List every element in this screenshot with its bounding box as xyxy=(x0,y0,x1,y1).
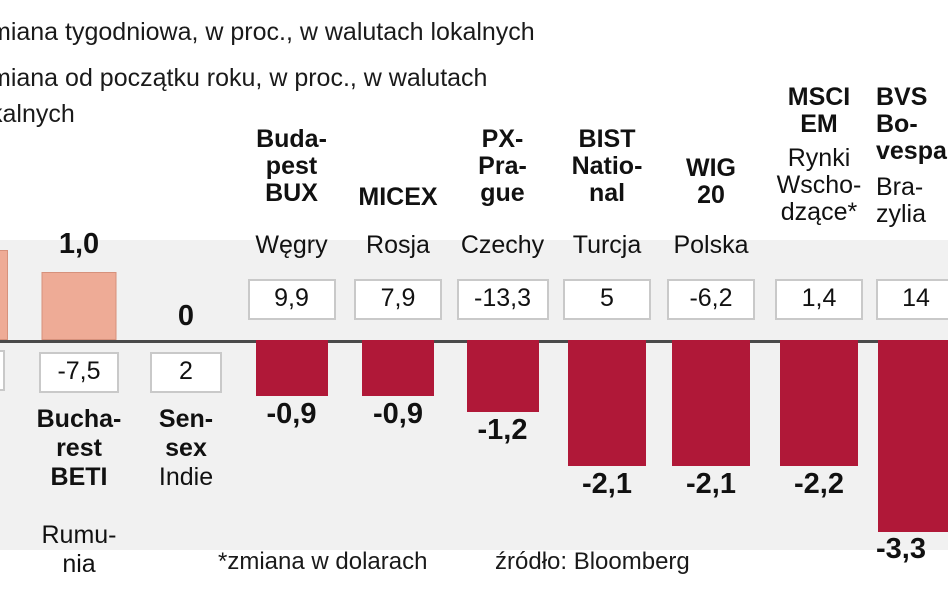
country-sensex: Indie xyxy=(158,463,214,491)
chart-column-bucharest: 1,0 -7,5 Bucha- rest BETI Rumu- nia xyxy=(23,0,135,593)
label-sensex-1: Sen- xyxy=(158,405,214,433)
label-bvsp: BVS Bo- vespa xyxy=(876,84,948,165)
weekly-value-bux: -0,9 xyxy=(266,398,317,430)
ytd-box-wig20: -6,2 xyxy=(667,279,755,320)
country-px: Czechy xyxy=(460,231,545,259)
label-msci-em-2: EM xyxy=(800,110,838,138)
label-px-3: gue xyxy=(480,179,525,207)
label-bucharest-2: rest xyxy=(56,434,102,462)
legend-line-weekly: miana tygodniowa, w proc., w walutach lo… xyxy=(0,18,535,46)
label-wig20-1: WIG xyxy=(686,154,736,182)
ytd-box-msci-em: 1,4 xyxy=(775,279,863,320)
label-sensex-2: sex xyxy=(165,434,207,462)
label-msci-em-1: MSCI xyxy=(787,83,851,111)
country-msci-em-2: Wscho- xyxy=(776,171,862,199)
weekly-value-wig20: -2,1 xyxy=(686,468,736,500)
label-wig20-2: 20 xyxy=(697,181,725,209)
footnote-asterisk: *zmiana w dolarach xyxy=(218,548,428,575)
label-bux-2: pest xyxy=(265,152,318,180)
label-bux-3: BUX xyxy=(265,179,318,207)
chart-column-bvsp: BVS Bo- vespa Bra- zylia 14 -3,3 xyxy=(876,0,948,593)
label-clipped-1: - e y xyxy=(0,404,12,491)
label-px-2: Pra- xyxy=(478,152,527,180)
label-wig20: WIG 20 xyxy=(661,155,761,209)
label-bux-1: Buda- xyxy=(256,125,327,153)
weekly-value-micex: -0,9 xyxy=(373,398,423,430)
label-bist-3: nal xyxy=(588,179,626,207)
country-bvsp-1: Bra- xyxy=(876,173,924,201)
country-msci-em: Rynki Wscho- dzące* xyxy=(766,145,872,226)
bar-bucharest xyxy=(41,272,117,340)
country-msci-em-3: dzące* xyxy=(780,198,858,226)
bar-bvsp xyxy=(878,340,948,532)
country-bist: Turcja xyxy=(572,231,642,259)
weekly-value-msci-em: -2,2 xyxy=(794,468,844,500)
ytd-box-clipped: 5 xyxy=(0,350,5,391)
ytd-box-bucharest: -7,5 xyxy=(39,352,119,393)
country-bvsp-2: zylia xyxy=(876,200,927,228)
label-bist: BIST Natio- nal xyxy=(557,126,657,207)
chart-column-px: PX- Pra- gue Czechy -13,3 -1,2 xyxy=(452,0,553,593)
ytd-box-micex: 7,9 xyxy=(354,279,442,320)
legend-line-ytd-2: kalnych xyxy=(0,100,75,128)
bar-clipped xyxy=(0,250,8,340)
weekly-value-bvsp: -3,3 xyxy=(876,533,926,565)
label-px: PX- Pra- gue xyxy=(452,126,553,207)
ytd-box-bux: 9,9 xyxy=(247,279,336,320)
chart-column-bux: Buda- pest BUX Węgry 9,9 -0,9 xyxy=(240,0,343,593)
label-msci-em: MSCI EM xyxy=(766,84,872,138)
bar-bist xyxy=(568,340,646,466)
weekly-value-sensex: 0 xyxy=(177,300,195,332)
label-bucharest-1: Bucha- xyxy=(36,405,122,433)
ytd-box-bvsp: 14 xyxy=(876,279,948,320)
country-bvsp: Bra- zylia xyxy=(876,174,948,228)
label-micex: MICEX xyxy=(348,184,448,211)
label-bucharest-3: BETI xyxy=(50,463,108,491)
label-bist-2: Natio- xyxy=(571,152,643,180)
country-wig20: Polska xyxy=(673,231,749,259)
label-bvsp-3: vespa xyxy=(876,137,947,165)
legend-line-ytd-1: miana od początku roku, w proc., w walut… xyxy=(0,64,488,92)
ytd-box-bist: 5 xyxy=(563,279,651,320)
weekly-value-bucharest: 1,0 xyxy=(58,228,100,260)
chart-column-clipped: 5 - e y xyxy=(0,0,12,593)
chart-column-sensex: 0 2 Sen- sex Indie xyxy=(137,0,235,593)
label-bist-1: BIST xyxy=(578,125,636,153)
bar-msci-em xyxy=(780,340,858,466)
label-px-1: PX- xyxy=(481,125,524,153)
chart-column-bist: BIST Natio- nal Turcja 5 -2,1 xyxy=(557,0,657,593)
chart-column-wig20: WIG 20 Polska -6,2 -2,1 xyxy=(661,0,761,593)
bar-px xyxy=(466,340,539,412)
country-micex: Rosja xyxy=(366,231,430,259)
country-bucharest-2: nia xyxy=(62,550,96,578)
weekly-value-px: -1,2 xyxy=(477,414,528,446)
ytd-box-sensex: 2 xyxy=(150,352,222,393)
country-bux: Węgry xyxy=(255,231,328,259)
label-bux: Buda- pest BUX xyxy=(240,126,343,207)
weekly-value-bist: -2,1 xyxy=(582,468,632,500)
country-msci-em-1: Rynki xyxy=(787,144,851,172)
label-bvsp-2: Bo- xyxy=(876,110,918,138)
ytd-box-px: -13,3 xyxy=(456,279,549,320)
bar-wig20 xyxy=(672,340,750,466)
chart-column-micex: MICEX Rosja 7,9 -0,9 xyxy=(348,0,448,593)
bar-micex xyxy=(362,340,434,396)
label-micex-1: MICEX xyxy=(358,183,438,211)
country-bucharest-1: Rumu- xyxy=(41,521,117,549)
bar-bux xyxy=(255,340,328,396)
chart-column-msci-em: MSCI EM Rynki Wscho- dzące* 1,4 -2,2 xyxy=(766,0,872,593)
footnote-source: źródło: Bloomberg xyxy=(495,548,690,575)
label-bvsp-1: BVS xyxy=(876,83,928,111)
